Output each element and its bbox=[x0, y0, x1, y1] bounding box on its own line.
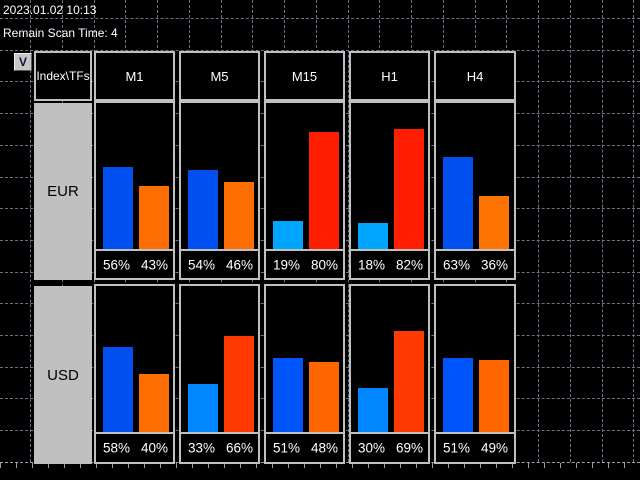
gridline-horizontal bbox=[0, 18, 640, 19]
time-axis-ticks bbox=[0, 463, 640, 468]
right-pct-label: 48% bbox=[310, 440, 339, 456]
left-strength-bar bbox=[273, 358, 303, 432]
bar-cell-usd-m15 bbox=[264, 284, 345, 434]
bar-cell-eur-h1 bbox=[349, 101, 430, 251]
gridline-vertical bbox=[633, 0, 634, 462]
gridline-vertical bbox=[30, 0, 31, 462]
bar-cell-eur-m15 bbox=[264, 101, 345, 251]
row-label-eur: EUR bbox=[34, 103, 92, 280]
tf-header-label: H4 bbox=[466, 68, 484, 84]
left-pct-label: 33% bbox=[187, 440, 216, 456]
right-strength-bar bbox=[224, 182, 254, 249]
right-pct-label: 49% bbox=[480, 440, 509, 456]
pct-cell-usd-h4: 51% 49% bbox=[434, 432, 516, 464]
right-pct-label: 82% bbox=[395, 257, 424, 272]
corner-header-label: Index\TFs bbox=[36, 69, 90, 83]
right-strength-bar bbox=[139, 374, 169, 432]
left-pct-label: 18% bbox=[357, 257, 386, 272]
bar-cell-usd-h1 bbox=[349, 284, 430, 434]
row-label-usd: USD bbox=[34, 286, 92, 464]
tf-header-label: H1 bbox=[381, 68, 398, 84]
left-pct-label: 51% bbox=[272, 440, 301, 456]
collapse-panel-button[interactable]: V bbox=[14, 53, 32, 71]
tf-header-label: M5 bbox=[210, 68, 229, 84]
left-strength-bar bbox=[188, 384, 218, 432]
left-pct-label: 58% bbox=[102, 440, 131, 456]
right-pct-label: 43% bbox=[140, 257, 169, 272]
left-pct-label: 63% bbox=[442, 257, 471, 272]
remain-scan-time-label: Remain Scan Time: 4 bbox=[3, 26, 118, 40]
left-strength-bar bbox=[103, 347, 133, 432]
bar-cell-usd-m5 bbox=[179, 284, 260, 434]
right-strength-bar bbox=[309, 132, 339, 249]
bar-cell-usd-h4 bbox=[434, 284, 516, 434]
pct-cell-eur-m15: 19% 80% bbox=[264, 249, 345, 280]
pct-cell-usd-m15: 51% 48% bbox=[264, 432, 345, 464]
left-strength-bar bbox=[443, 358, 473, 432]
right-strength-bar bbox=[394, 129, 424, 249]
tf-header-cell-m5: M5 bbox=[179, 51, 260, 101]
left-strength-bar bbox=[273, 221, 303, 249]
gridline-horizontal bbox=[0, 50, 640, 51]
left-pct-label: 30% bbox=[357, 440, 386, 456]
right-pct-label: 46% bbox=[225, 257, 254, 272]
left-strength-bar bbox=[358, 223, 388, 249]
tf-header-cell-h1: H1 bbox=[349, 51, 430, 101]
gridline-vertical bbox=[538, 0, 539, 462]
right-pct-label: 66% bbox=[225, 440, 254, 456]
left-strength-bar bbox=[358, 388, 388, 432]
right-strength-bar bbox=[224, 336, 254, 432]
pct-cell-usd-m1: 58% 40% bbox=[94, 432, 175, 464]
tf-header-cell-m1: M1 bbox=[94, 51, 175, 101]
gridline-vertical bbox=[348, 0, 349, 462]
right-strength-bar bbox=[479, 360, 509, 432]
right-pct-label: 36% bbox=[480, 257, 509, 272]
pct-cell-eur-h4: 63% 36% bbox=[434, 249, 516, 280]
tf-header-label: M15 bbox=[291, 68, 318, 84]
tf-header-cell-h4: H4 bbox=[434, 51, 516, 101]
left-strength-bar bbox=[443, 157, 473, 249]
pct-cell-eur-h1: 18% 82% bbox=[349, 249, 430, 280]
bar-cell-usd-m1 bbox=[94, 284, 175, 434]
bar-cell-eur-m1 bbox=[94, 101, 175, 251]
left-strength-bar bbox=[188, 170, 218, 249]
left-pct-label: 56% bbox=[102, 257, 131, 272]
left-pct-label: 51% bbox=[442, 440, 471, 456]
left-pct-label: 54% bbox=[187, 257, 216, 272]
pct-cell-eur-m1: 56% 43% bbox=[94, 249, 175, 280]
right-pct-label: 80% bbox=[310, 257, 339, 272]
bar-cell-eur-h4 bbox=[434, 101, 516, 251]
gridline-vertical bbox=[570, 0, 571, 462]
right-strength-bar bbox=[394, 331, 424, 432]
right-pct-label: 69% bbox=[395, 440, 424, 456]
right-strength-bar bbox=[139, 186, 169, 249]
tf-header-label: M1 bbox=[125, 68, 144, 84]
left-strength-bar bbox=[103, 167, 133, 249]
right-strength-bar bbox=[309, 362, 339, 432]
right-pct-label: 40% bbox=[140, 440, 169, 456]
right-strength-bar bbox=[479, 196, 509, 249]
bar-cell-eur-m5 bbox=[179, 101, 260, 251]
corner-header-cell: Index\TFs bbox=[34, 51, 92, 101]
gridline-vertical bbox=[602, 0, 603, 462]
pct-cell-eur-m5: 54% 46% bbox=[179, 249, 260, 280]
tf-header-cell-m15: M15 bbox=[264, 51, 345, 101]
pct-cell-usd-m5: 33% 66% bbox=[179, 432, 260, 464]
chart-datetime-label: 2023.01.02 10:13 bbox=[3, 3, 97, 17]
left-pct-label: 19% bbox=[272, 257, 301, 272]
pct-cell-usd-h1: 30% 69% bbox=[349, 432, 430, 464]
